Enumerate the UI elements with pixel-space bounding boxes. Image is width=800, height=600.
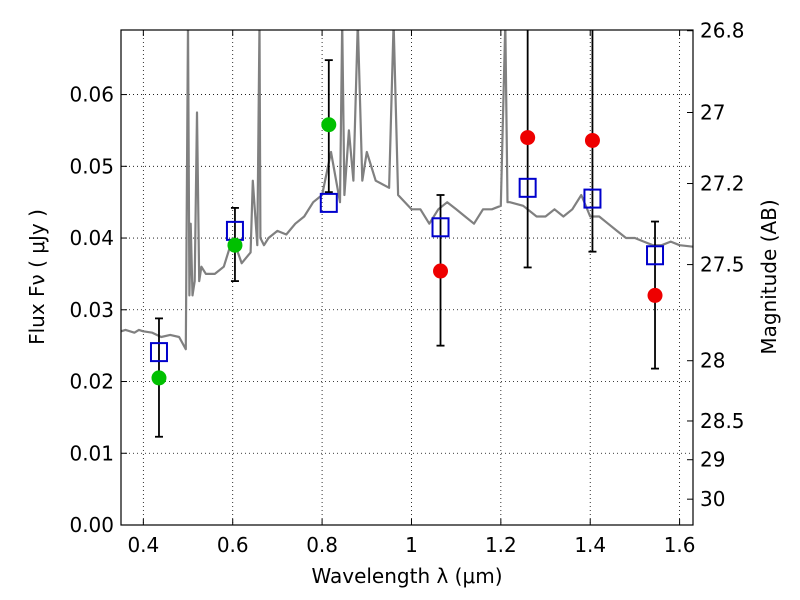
measured-flux-point (584, 132, 600, 148)
y-tick-label: 0.00 (69, 513, 114, 537)
y-right-tick-label: 30 (700, 487, 725, 511)
y-right-tick-label: 26.8 (700, 19, 745, 43)
y-tick-label: 0.02 (69, 370, 114, 394)
x-tick-label: 0.6 (217, 533, 249, 557)
y-right-tick-label: 27.5 (700, 253, 745, 277)
y-right-tick-label: 28 (700, 349, 725, 373)
measured-flux-point (151, 370, 167, 386)
x-tick-label: 1.2 (485, 533, 517, 557)
measured-flux-point (520, 130, 536, 146)
model-photometry-square (646, 245, 665, 266)
y-tick-label: 0.01 (69, 441, 114, 465)
model-photometry-square (583, 188, 602, 209)
measured-flux-point (433, 263, 449, 279)
plot-frame (120, 29, 694, 526)
y-tick-label: 0.06 (69, 83, 114, 107)
y-right-tick-label: 28.5 (700, 409, 745, 433)
measured-flux-point (647, 287, 663, 303)
y-right-tick-label: 29 (700, 448, 725, 472)
sed-spectrum-line (121, 30, 693, 351)
measured-flux-point (227, 237, 243, 253)
model-photometry-square (431, 217, 450, 238)
model-photometry-square (518, 177, 537, 198)
grid (121, 30, 693, 526)
y-tick-label: 0.03 (69, 298, 114, 322)
model-photometry-square (149, 342, 168, 363)
x-axis-label: Wavelength λ (μm) (311, 564, 502, 588)
model-photometry-square (319, 192, 338, 213)
axes: 0.4 0.6 0.8 1 1.2 1.4 1.6 0.00 0.01 0.02 0.03 0.04 0… (69, 19, 744, 557)
measured-flux-point (321, 117, 337, 133)
y-axis-label: Flux Fν ( μJy ) (25, 209, 49, 345)
x-tick-label: 0.8 (306, 533, 338, 557)
y-right-tick-label: 27.2 (700, 172, 745, 196)
x-tick-label: 1 (405, 533, 418, 557)
y-tick-label: 0.04 (69, 226, 114, 250)
x-tick-label: 1.4 (574, 533, 606, 557)
x-tick-label: 1.6 (664, 533, 696, 557)
plot-area (121, 30, 693, 438)
y-right-tick-label: 27 (700, 101, 725, 125)
y-right-axis-label: Magnitude (AB) (757, 199, 781, 354)
x-tick-label: 0.4 (127, 533, 159, 557)
y-tick-label: 0.05 (69, 154, 114, 178)
